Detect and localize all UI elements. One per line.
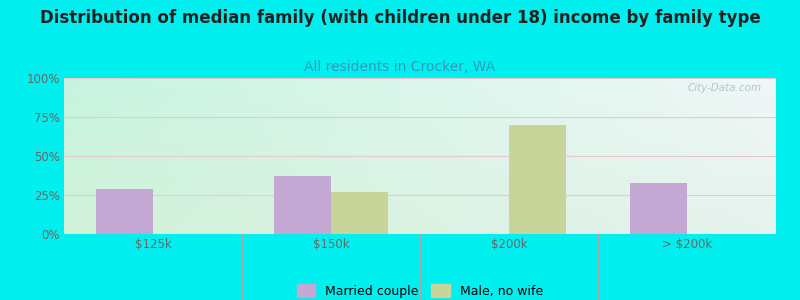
- Bar: [509, 125, 566, 234]
- Text: Distribution of median family (with children under 18) income by family type: Distribution of median family (with chil…: [40, 9, 760, 27]
- Text: City-Data.com: City-Data.com: [688, 83, 762, 93]
- Bar: [630, 182, 687, 234]
- Legend: Married couple, Male, no wife: Married couple, Male, no wife: [292, 279, 548, 300]
- Text: All residents in Crocker, WA: All residents in Crocker, WA: [304, 60, 496, 74]
- Bar: [274, 176, 331, 234]
- Bar: [331, 192, 388, 234]
- Bar: [96, 189, 153, 234]
